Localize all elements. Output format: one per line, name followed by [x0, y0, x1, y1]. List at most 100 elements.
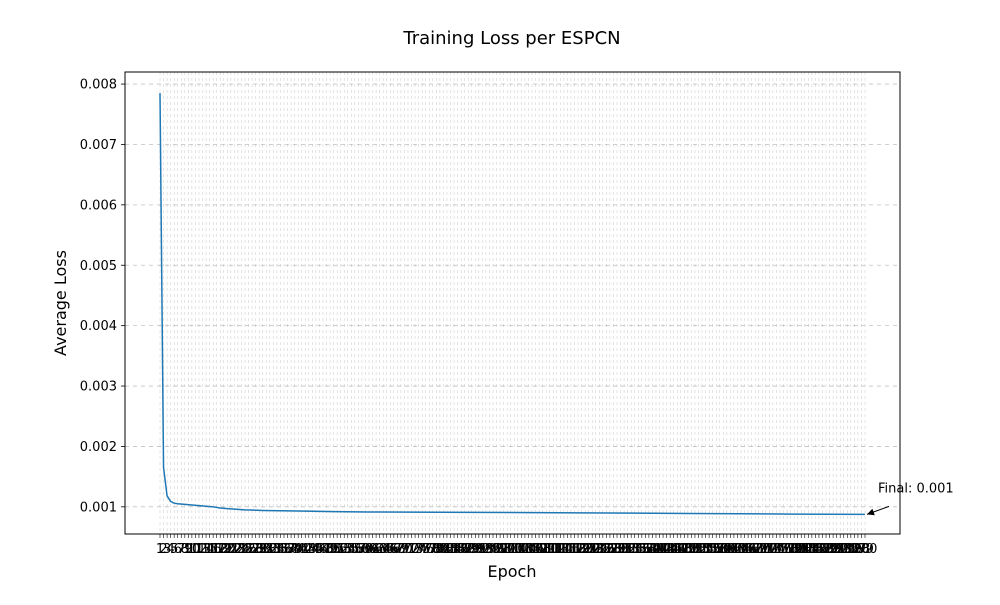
x-tick-label: 103 [509, 542, 534, 557]
x-tick-label: 121 [573, 542, 598, 557]
x-tick-label: 159 [707, 542, 732, 557]
x-tick-label: 39 [286, 542, 303, 557]
x-tick-label: 3 [163, 542, 171, 557]
x-tick-label: 46 [311, 542, 328, 557]
y-grid [125, 83, 900, 508]
x-tick-label: 128 [598, 542, 623, 557]
x-tick-label: 111 [537, 542, 562, 557]
loss-line [159, 93, 866, 516]
x-tick-label: 82 [439, 542, 456, 557]
x-tick-label: 157 [700, 542, 725, 557]
x-tick-label: 114 [548, 542, 573, 557]
x-tick-label: 152 [683, 542, 708, 557]
x-tick-label: 163 [722, 542, 747, 557]
x-tick-label: 25 [237, 542, 254, 557]
x-tick-label: 58 [354, 542, 371, 557]
x-tick-label: 141 [644, 542, 669, 557]
x-tick-label: 94 [481, 542, 498, 557]
x-tick-label: 91 [471, 542, 488, 557]
x-tick-label: 102 [505, 542, 530, 557]
x-tick-label: 40 [290, 542, 307, 557]
x-tick-label: 19 [215, 542, 232, 557]
x-tick-label: 164 [725, 542, 750, 557]
x-tick-label: 192 [824, 542, 849, 557]
x-tick-label: 137 [629, 542, 654, 557]
x-tick-label: 155 [693, 542, 718, 557]
x-tick-label: 188 [810, 542, 835, 557]
x-tick-label: 66 [382, 542, 399, 557]
x-tick-label: 87 [456, 542, 473, 557]
x-tick-label: 76 [417, 542, 434, 557]
x-tick-label: 195 [835, 542, 860, 557]
x-tick-label: 181 [785, 542, 810, 557]
x-tick-label: 166 [732, 542, 757, 557]
x-tick-label: 171 [750, 542, 775, 557]
x-tick-label: 127 [594, 542, 619, 557]
x-tick-label: 53 [336, 542, 353, 557]
x-tick-label: 80 [432, 542, 449, 557]
x-tick-label: 109 [530, 542, 555, 557]
x-tick-label: 85 [449, 542, 466, 557]
x-tick-label: 81 [435, 542, 452, 557]
x-tick-label: 138 [633, 542, 658, 557]
x-tick-label: 122 [576, 542, 601, 557]
x-tick-label: 183 [792, 542, 817, 557]
x-tick-label: 177 [771, 542, 796, 557]
x-tick-label: 9 [184, 542, 192, 557]
x-tick-label: 97 [492, 542, 509, 557]
x-tick-label: 10 [184, 542, 201, 557]
y-axis-ticks: 0.001 0.002 0.003 0.004 0.005 0.006 0.007 0.008 [80, 78, 125, 515]
x-tick-label: 67 [386, 542, 403, 557]
x-tick-label: 160 [711, 542, 736, 557]
x-tick-label: 47 [315, 542, 332, 557]
x-tick-label: 123 [580, 542, 605, 557]
x-tick-label: 16 [205, 542, 222, 557]
x-tick-label: 199 [849, 542, 874, 557]
x-tick-label: 48 [318, 542, 335, 557]
x-tick-label: 50 [325, 542, 342, 557]
x-tick-label: 147 [665, 542, 690, 557]
x-tick-label: 95 [485, 542, 502, 557]
x-tick-label: 113 [544, 542, 569, 557]
x-tick-label: 52 [332, 542, 349, 557]
x-tick-label: 79 [428, 542, 445, 557]
x-tick-label: 36 [276, 542, 293, 557]
x-tick-label: 72 [403, 542, 420, 557]
x-tick-label: 107 [523, 542, 548, 557]
x-tick-label: 35 [272, 542, 289, 557]
x-tick-label: 5 [170, 542, 178, 557]
x-tick-label: 162 [718, 542, 743, 557]
x-tick-label: 26 [240, 542, 257, 557]
x-tick-label: 101 [502, 542, 527, 557]
y-tick-label: 0.008 [80, 78, 117, 93]
x-tick-label: 132 [612, 542, 637, 557]
x-tick-label: 38 [283, 542, 300, 557]
x-tick-label: 139 [636, 542, 661, 557]
x-tick-label: 60 [361, 542, 378, 557]
x-tick-label: 59 [357, 542, 374, 557]
x-tick-label: 99 [499, 542, 516, 557]
x-tick-label: 150 [675, 542, 700, 557]
plot-frame [124, 71, 901, 535]
y-tick-label: 0.002 [80, 440, 117, 455]
x-tick-label: 90 [467, 542, 484, 557]
x-tick-label: 197 [842, 542, 867, 557]
x-tick-label: 190 [817, 542, 842, 557]
x-tick-label: 108 [527, 542, 552, 557]
x-tick-label: 189 [814, 542, 839, 557]
x-tick-label: 32 [262, 542, 279, 557]
x-tick-label: 165 [729, 542, 754, 557]
x-tick-label: 33 [265, 542, 282, 557]
final-annotation-group: Final: 0.001 [866, 481, 954, 516]
x-tick-label: 118 [562, 542, 587, 557]
x-tick-label: 116 [555, 542, 580, 557]
y-tick-label: 0.001 [80, 500, 117, 515]
x-tick-label: 194 [831, 542, 856, 557]
x-tick-label: 133 [615, 542, 640, 557]
x-tick-label: 110 [534, 542, 559, 557]
x-tick-label: 86 [453, 542, 470, 557]
x-tick-label: 115 [551, 542, 576, 557]
x-tick-label: 70 [396, 542, 413, 557]
x-tick-label: 56 [347, 542, 364, 557]
